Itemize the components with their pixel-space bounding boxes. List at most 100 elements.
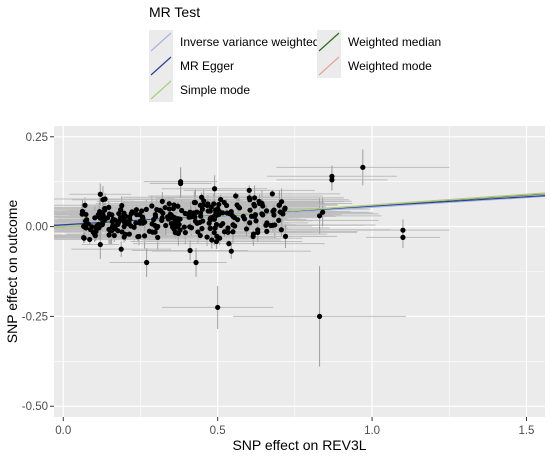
snp-point <box>316 213 323 219</box>
snp-point <box>82 202 88 208</box>
snp-point <box>97 191 103 197</box>
snp-point <box>119 203 125 209</box>
y-tick-label: 0.25 <box>26 132 48 144</box>
snp-point <box>269 191 275 197</box>
snp-point <box>175 218 181 224</box>
snp-point <box>256 200 263 207</box>
snp-point <box>223 202 230 209</box>
legend-item: Inverse variance weighted <box>149 30 319 54</box>
snp-point <box>166 206 173 212</box>
legend-label: Weighted median <box>348 35 441 49</box>
snp-point <box>163 222 169 229</box>
snp-point <box>98 215 104 221</box>
snp-point <box>264 228 270 234</box>
snp-point <box>213 221 220 228</box>
snp-point <box>231 214 238 221</box>
snp-point <box>187 247 193 254</box>
snp-point <box>193 259 199 266</box>
snp-point <box>251 201 257 207</box>
snp-point <box>198 194 205 200</box>
snp-point <box>187 224 193 230</box>
snp-point <box>197 219 203 226</box>
snp-point <box>135 234 141 240</box>
x-tick-label: 1.5 <box>518 425 534 437</box>
snp-point <box>209 237 215 243</box>
snp-point <box>179 207 185 214</box>
snp-point <box>400 227 406 233</box>
snp-point <box>133 220 139 226</box>
snp-point <box>192 199 199 206</box>
snp-point <box>213 238 220 245</box>
snp-point <box>253 218 259 224</box>
legend-item: Weighted median <box>317 30 441 54</box>
snp-point <box>149 203 155 209</box>
snp-point <box>282 233 289 239</box>
snp-point <box>159 198 165 204</box>
snp-point <box>170 205 176 212</box>
snp-point <box>260 212 266 218</box>
snp-point <box>158 208 164 214</box>
legend-item: MR Egger <box>149 54 234 78</box>
legend: MR Test Inverse variance weighted Weighte… <box>149 4 441 102</box>
snp-point <box>206 220 212 226</box>
snp-point <box>111 232 117 239</box>
y-tick-label: 0.00 <box>26 222 48 234</box>
snp-point <box>143 206 149 212</box>
snp-point <box>175 230 181 237</box>
snp-point <box>112 217 118 223</box>
snp-point <box>106 232 112 238</box>
snp-point <box>175 203 181 209</box>
snp-point <box>271 207 277 213</box>
snp-point <box>178 180 184 187</box>
snp-point <box>282 206 288 212</box>
snp-point <box>329 173 335 179</box>
snp-point <box>168 220 174 227</box>
snp-point <box>228 208 234 215</box>
snp-point <box>217 235 223 241</box>
snp-point <box>248 213 255 219</box>
snp-point <box>89 224 95 230</box>
snp-point <box>97 241 103 248</box>
y-tick-label: -0.25 <box>22 311 48 323</box>
snp-point <box>215 304 221 311</box>
snp-point <box>216 201 222 208</box>
snp-point <box>118 207 124 213</box>
snp-point <box>144 259 150 266</box>
snp-point <box>276 217 282 223</box>
snp-point <box>155 223 161 230</box>
snp-point <box>181 224 187 230</box>
snp-point <box>126 231 132 237</box>
snp-point <box>211 216 218 222</box>
snp-point <box>278 227 284 233</box>
snp-point <box>230 229 236 235</box>
legend-item: Simple mode <box>149 78 250 102</box>
x-axis-ticks: 0.0 0.5 1.0 1.5 <box>55 417 534 437</box>
legend-item: Weighted mode <box>317 54 432 78</box>
snp-point <box>246 187 252 193</box>
snp-point <box>102 217 108 223</box>
snp-point <box>243 226 250 232</box>
snp-point <box>220 221 226 227</box>
snp-point <box>150 229 156 235</box>
legend-label: Inverse variance weighted <box>180 35 319 49</box>
x-tick-label: 1.0 <box>364 425 380 437</box>
snp-point <box>400 234 406 240</box>
snp-point <box>152 214 159 220</box>
snp-point <box>109 224 115 230</box>
y-tick-label: -0.50 <box>22 401 48 413</box>
snp-point <box>120 216 126 223</box>
snp-point <box>251 195 258 201</box>
snp-point <box>100 197 106 203</box>
snp-point <box>102 205 108 212</box>
snp-point <box>316 313 323 320</box>
snp-point <box>255 229 261 236</box>
snp-point <box>187 211 194 217</box>
grid <box>54 126 545 417</box>
snp-point <box>212 186 218 192</box>
snp-point <box>139 208 145 214</box>
snp-point <box>204 234 210 240</box>
snp-point <box>211 201 217 207</box>
snp-point <box>320 209 326 215</box>
snp-point <box>140 215 146 221</box>
snp-point <box>197 232 203 239</box>
